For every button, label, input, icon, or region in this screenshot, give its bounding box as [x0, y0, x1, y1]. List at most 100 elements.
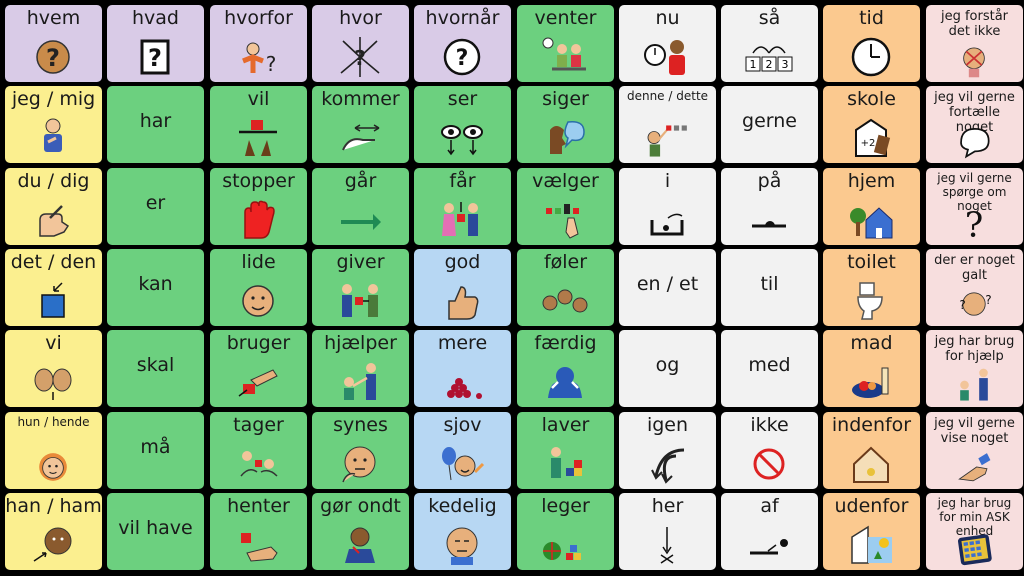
symbol-label: toilet — [847, 251, 896, 273]
symbol-button[interactable]: jeg vil gerne spørge om noget? — [926, 168, 1023, 245]
symbol-label: der er noget galt — [934, 253, 1015, 283]
symbol-button[interactable]: hvem? — [5, 5, 102, 82]
symbol-button[interactable]: hvornår? — [414, 5, 511, 82]
symbol-button[interactable]: vil have — [107, 493, 204, 570]
symbol-button[interactable]: laver — [517, 412, 614, 489]
symbol-button[interactable]: tid — [823, 5, 920, 82]
symbol-label: føler — [543, 251, 588, 273]
symbol-label: gerne — [742, 110, 797, 132]
stop-hand-icon — [233, 198, 283, 242]
symbol-button[interactable]: gør ondt — [312, 493, 409, 570]
symbol-button[interactable]: gerne — [721, 86, 818, 163]
off-arrow-icon — [744, 523, 794, 567]
symbol-label: leger — [541, 495, 590, 517]
symbol-button[interactable]: jeg vil gerne vise noget — [926, 412, 1023, 489]
symbol-button[interactable]: der er noget galt?? — [926, 249, 1023, 326]
symbol-button[interactable]: hjem — [823, 168, 920, 245]
symbol-button[interactable]: siger — [517, 86, 614, 163]
symbol-button[interactable]: går — [312, 168, 409, 245]
symbol-button[interactable]: denne / dette — [619, 86, 716, 163]
symbol-button[interactable]: vil — [210, 86, 307, 163]
symbol-button[interactable]: jeg / mig — [5, 86, 102, 163]
right-arrow-icon — [335, 198, 385, 242]
use-hand-icon — [233, 360, 283, 404]
symbol-button[interactable]: du / dig — [5, 168, 102, 245]
feelings-faces-icon — [540, 279, 590, 323]
symbol-button[interactable]: her — [619, 493, 716, 570]
on-surface-icon — [744, 198, 794, 242]
symbol-button[interactable]: jeg har brug for min ASK enhed — [926, 493, 1023, 570]
symbol-label: hvor — [339, 7, 382, 29]
symbol-label: skal — [136, 354, 175, 376]
symbol-button[interactable]: leger — [517, 493, 614, 570]
symbol-button[interactable]: det / den — [5, 249, 102, 326]
symbol-button[interactable]: vi — [5, 330, 102, 407]
symbol-button[interactable]: får — [414, 168, 511, 245]
symbol-button[interactable]: ser — [414, 86, 511, 163]
symbol-button[interactable]: henter — [210, 493, 307, 570]
symbol-label: får — [449, 170, 476, 192]
svg-text:+2: +2 — [861, 138, 876, 149]
symbol-label: kedelig — [428, 495, 497, 517]
symbol-button[interactable]: hvorfor? — [210, 5, 307, 82]
symbol-button[interactable]: føler — [517, 249, 614, 326]
symbol-button[interactable]: vælger — [517, 168, 614, 245]
symbol-button[interactable]: jeg vil gerne fortælle noget — [926, 86, 1023, 163]
symbol-button[interactable]: til — [721, 249, 818, 326]
symbol-button[interactable]: lide — [210, 249, 307, 326]
symbol-button[interactable]: stopper — [210, 168, 307, 245]
symbol-button[interactable]: på — [721, 168, 818, 245]
symbol-button[interactable]: kan — [107, 249, 204, 326]
symbol-button[interactable]: skole +2 — [823, 86, 920, 163]
symbol-button[interactable]: af — [721, 493, 818, 570]
arrows-question-icon: ? — [335, 35, 385, 79]
again-arrows-icon — [642, 442, 692, 486]
symbol-button[interactable]: jeg forstår det ikke — [926, 5, 1023, 82]
symbol-label: hvornår — [425, 7, 500, 29]
outside-sun-icon — [846, 523, 896, 567]
symbol-button[interactable]: kedelig — [414, 493, 511, 570]
thumbs-up-icon — [437, 279, 487, 323]
symbol-button[interactable]: tager — [210, 412, 307, 489]
symbol-button[interactable]: han / ham — [5, 493, 102, 570]
symbol-button[interactable]: er — [107, 168, 204, 245]
symbol-button[interactable]: i — [619, 168, 716, 245]
symbol-button[interactable]: med — [721, 330, 818, 407]
bored-face-icon — [437, 523, 487, 567]
symbol-button[interactable]: nu — [619, 5, 716, 82]
symbol-button[interactable]: igen — [619, 412, 716, 489]
symbol-button[interactable]: synes — [312, 412, 409, 489]
svg-text:2: 2 — [766, 58, 773, 71]
symbol-label: gør ondt — [320, 495, 401, 517]
symbol-label: bruger — [226, 332, 291, 354]
symbol-label: venter — [534, 7, 597, 29]
symbol-button[interactable]: skal — [107, 330, 204, 407]
symbol-button[interactable]: bruger — [210, 330, 307, 407]
symbol-button[interactable]: og — [619, 330, 716, 407]
pointing-at-icon — [642, 122, 692, 160]
symbol-button[interactable]: færdig — [517, 330, 614, 407]
symbol-button[interactable]: mad — [823, 330, 920, 407]
symbol-button[interactable]: så 1 2 3 — [721, 5, 818, 82]
symbol-button[interactable]: hvor? — [312, 5, 409, 82]
symbol-button[interactable]: indenfor — [823, 412, 920, 489]
symbol-button[interactable]: giver — [312, 249, 409, 326]
symbol-button[interactable]: hun / hende — [5, 412, 102, 489]
symbol-button[interactable]: god — [414, 249, 511, 326]
symbol-button[interactable]: en / et — [619, 249, 716, 326]
symbol-button[interactable]: hvad? — [107, 5, 204, 82]
symbol-button[interactable]: toilet — [823, 249, 920, 326]
symbol-button[interactable]: kommer — [312, 86, 409, 163]
symbol-label: lide — [241, 251, 276, 273]
symbol-button[interactable]: ikke — [721, 412, 818, 489]
symbol-button[interactable]: jeg har brug for hjælp — [926, 330, 1023, 407]
symbol-button[interactable]: har — [107, 86, 204, 163]
symbol-button[interactable]: sjov — [414, 412, 511, 489]
symbol-label: han / ham — [5, 495, 102, 517]
svg-text:?: ? — [965, 206, 984, 242]
symbol-button[interactable]: udenfor — [823, 493, 920, 570]
symbol-button[interactable]: mere — [414, 330, 511, 407]
symbol-button[interactable]: venter — [517, 5, 614, 82]
symbol-button[interactable]: må — [107, 412, 204, 489]
symbol-button[interactable]: hjælper — [312, 330, 409, 407]
